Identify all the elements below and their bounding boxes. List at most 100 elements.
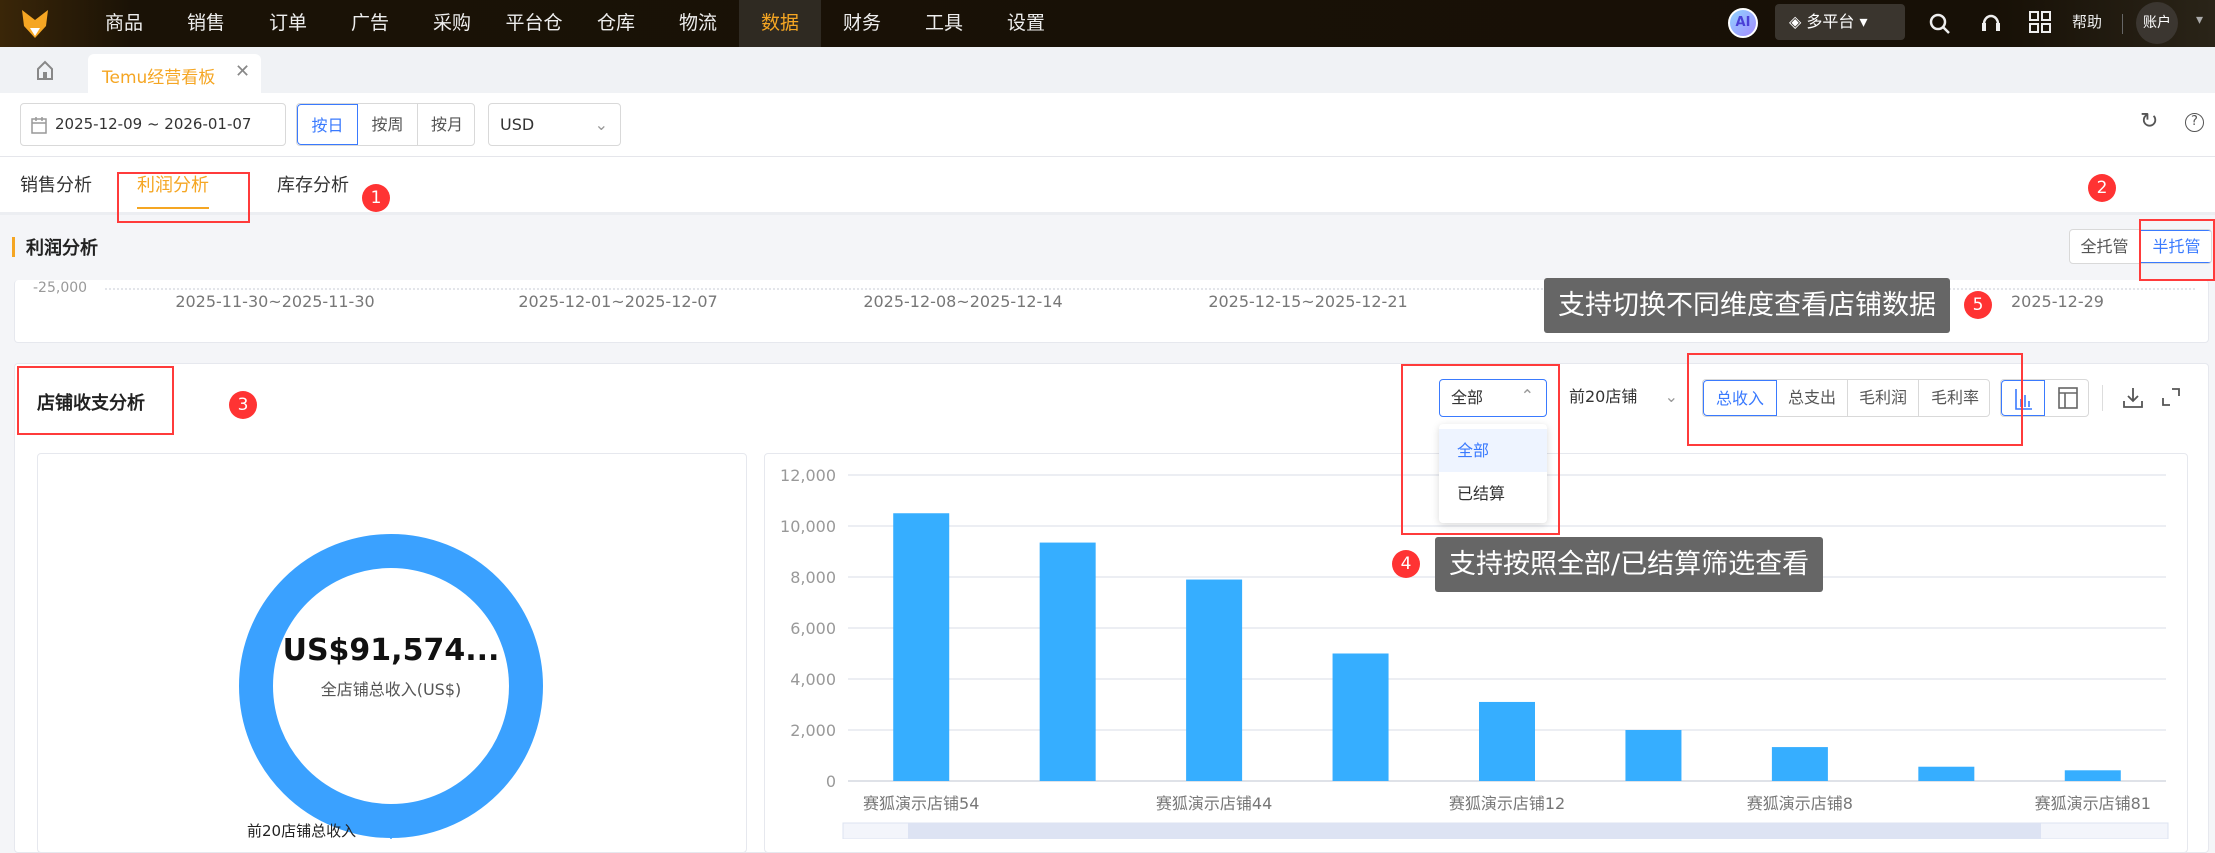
y-tick-label: 0	[826, 772, 836, 791]
granularity-day[interactable]: 按日	[297, 104, 358, 145]
nav-item[interactable]: 商品	[104, 12, 143, 34]
donut-chart	[239, 534, 543, 839]
tab-sales-analysis[interactable]: 销售分析	[20, 175, 92, 196]
donut-panel	[37, 453, 747, 853]
x-label: 2025-12-08~2025-12-14	[863, 292, 1063, 311]
y-tick-label: 4,000	[790, 670, 836, 689]
table-icon[interactable]	[2046, 380, 2089, 416]
section-title: 利润分析	[26, 238, 98, 259]
help-link[interactable]: 帮助	[2072, 13, 2103, 31]
bar[interactable]	[893, 513, 950, 781]
profit-header: 利润分析 全托管 半托管	[0, 215, 2215, 278]
mode-full-managed[interactable]: 全托管	[2070, 230, 2140, 263]
logo-icon	[22, 10, 48, 38]
filter-value: 全部	[1451, 388, 1484, 407]
currency-value: USD	[500, 115, 535, 134]
apps-icon[interactable]	[2028, 10, 2052, 36]
section-title: 店铺收支分析	[37, 393, 145, 414]
y-tick-label: 12,000	[780, 466, 836, 485]
divider	[2102, 385, 2103, 411]
x-label: 2025-12-29	[2011, 292, 2104, 311]
tab-temu-dashboard[interactable]: Temu经营看板 ✕	[88, 54, 261, 93]
bar[interactable]	[1332, 653, 1389, 782]
nav-item[interactable]: 销售	[186, 12, 225, 34]
x-tick-label: 赛狐演示店铺54	[863, 794, 979, 813]
x-tick-label: 赛狐演示店铺12	[1449, 794, 1565, 813]
bar[interactable]	[1039, 542, 1096, 781]
granularity-week[interactable]: 按周	[358, 104, 418, 145]
x-label: 2025-12-01~2025-12-07	[518, 292, 718, 311]
annotation-box-1	[117, 172, 250, 223]
nav-item[interactable]: 订单	[268, 12, 307, 34]
bar[interactable]	[1186, 579, 1243, 781]
analysis-tabs: 销售分析 利润分析 库存分析	[0, 157, 2215, 212]
top-stores-select[interactable]: 前20店铺 ⌄	[1558, 379, 1688, 417]
annotation-box-metrics	[1687, 353, 2023, 446]
home-icon[interactable]	[35, 59, 55, 81]
caret-down-icon: ▾	[1854, 12, 1868, 31]
annotation-tooltip-4: 支持按照全部/已结算筛选查看	[1435, 537, 1824, 592]
nav-item[interactable]: 物流	[678, 12, 717, 34]
account-avatar[interactable]: 账户	[2136, 2, 2178, 44]
chevron-down-icon: ⌄	[594, 115, 608, 134]
bar[interactable]	[1479, 701, 1535, 781]
platform-switch[interactable]: ◈ 多平台 ▾	[1775, 4, 1905, 40]
close-icon[interactable]: ✕	[235, 61, 251, 82]
nav-item[interactable]: 设置	[1006, 12, 1045, 34]
metric-group: 总收入 总支出 毛利润 毛利率	[1702, 379, 1990, 417]
bar[interactable]	[1918, 766, 1975, 781]
nav-item[interactable]: 工具	[924, 12, 963, 34]
annotation-tooltip-5: 支持切换不同维度查看店铺数据	[1544, 278, 1950, 333]
nav-item[interactable]: 广告	[350, 12, 389, 34]
expand-icon[interactable]	[2160, 386, 2182, 408]
annotation-box-2	[2139, 219, 2215, 281]
annotation-box-3	[17, 366, 174, 435]
caret-down-icon[interactable]: ▾	[2196, 12, 2204, 28]
tab-inventory-analysis[interactable]: 库存分析	[277, 175, 349, 196]
nav-item[interactable]: 平台仓	[505, 12, 563, 34]
x-label: 2025-11-30~2025-11-30	[175, 292, 375, 311]
metric-gross-profit[interactable]: 毛利润	[1848, 380, 1919, 416]
date-range-picker[interactable]: 2025-12-09 ~ 2026-01-07	[20, 103, 286, 146]
currency-select[interactable]: USD ⌄	[488, 103, 621, 146]
annotation-badge-3: 3	[229, 391, 257, 419]
settlement-filter-select[interactable]: 全部 ⌃	[1439, 379, 1547, 417]
bar[interactable]	[1625, 730, 1682, 781]
platform-icon: ◈	[1789, 12, 1807, 31]
download-icon[interactable]	[2122, 386, 2144, 410]
nav-item[interactable]: 财务	[842, 12, 881, 34]
option-all[interactable]: 全部	[1439, 429, 1547, 472]
ai-button[interactable]: AI	[1728, 8, 1758, 38]
headset-icon[interactable]	[1979, 10, 2003, 36]
calendar-icon	[31, 117, 47, 134]
filter-dropdown: 全部 已结算	[1439, 424, 1547, 523]
nav-item[interactable]: 数据	[739, 0, 821, 47]
data-zoom-handle[interactable]	[908, 823, 2041, 839]
metric-gross-margin[interactable]: 毛利率	[1930, 388, 1979, 407]
search-icon[interactable]	[1928, 12, 1952, 36]
bar[interactable]	[1771, 747, 1828, 781]
gridline	[105, 288, 2195, 290]
metric-total-income[interactable]: 总收入	[1703, 380, 1777, 416]
top-nav: 商品 销售 订单 广告 采购 平台仓 仓库 物流 数据 财务 工具 设置 AI ◈ 多平台 ▾ 帮助 …	[0, 0, 2215, 47]
x-label: 2025-12-15~2025-12-21	[1208, 292, 1408, 311]
nav-item[interactable]: 仓库	[596, 12, 635, 34]
granularity-group: 按日 按周 按月	[296, 103, 475, 146]
nav-item[interactable]: 采购	[432, 12, 471, 34]
metric-total-expense[interactable]: 总支出	[1777, 380, 1848, 416]
tab-label: Temu经营看板	[102, 68, 216, 88]
option-settled[interactable]: 已结算	[1457, 484, 1506, 503]
y-tick: -25,000	[33, 280, 88, 296]
help-icon[interactable]: ?	[2185, 113, 2204, 132]
refresh-icon[interactable]: ↻	[2140, 109, 2159, 134]
annotation-badge-2: 2	[2088, 174, 2116, 202]
annotation-badge-4: 4	[1392, 550, 1420, 578]
view-toggle	[2000, 379, 2089, 417]
granularity-month[interactable]: 按月	[430, 115, 463, 134]
annotation-badge-5: 5	[1964, 291, 1992, 319]
x-tick-label: 赛狐演示店铺8	[1747, 794, 1853, 813]
date-range-value: 2025-12-09 ~ 2026-01-07	[55, 115, 252, 133]
tab-profit-analysis[interactable]: 利润分析	[137, 171, 209, 209]
y-tick-label: 6,000	[790, 619, 836, 638]
bar[interactable]	[2064, 770, 2121, 781]
